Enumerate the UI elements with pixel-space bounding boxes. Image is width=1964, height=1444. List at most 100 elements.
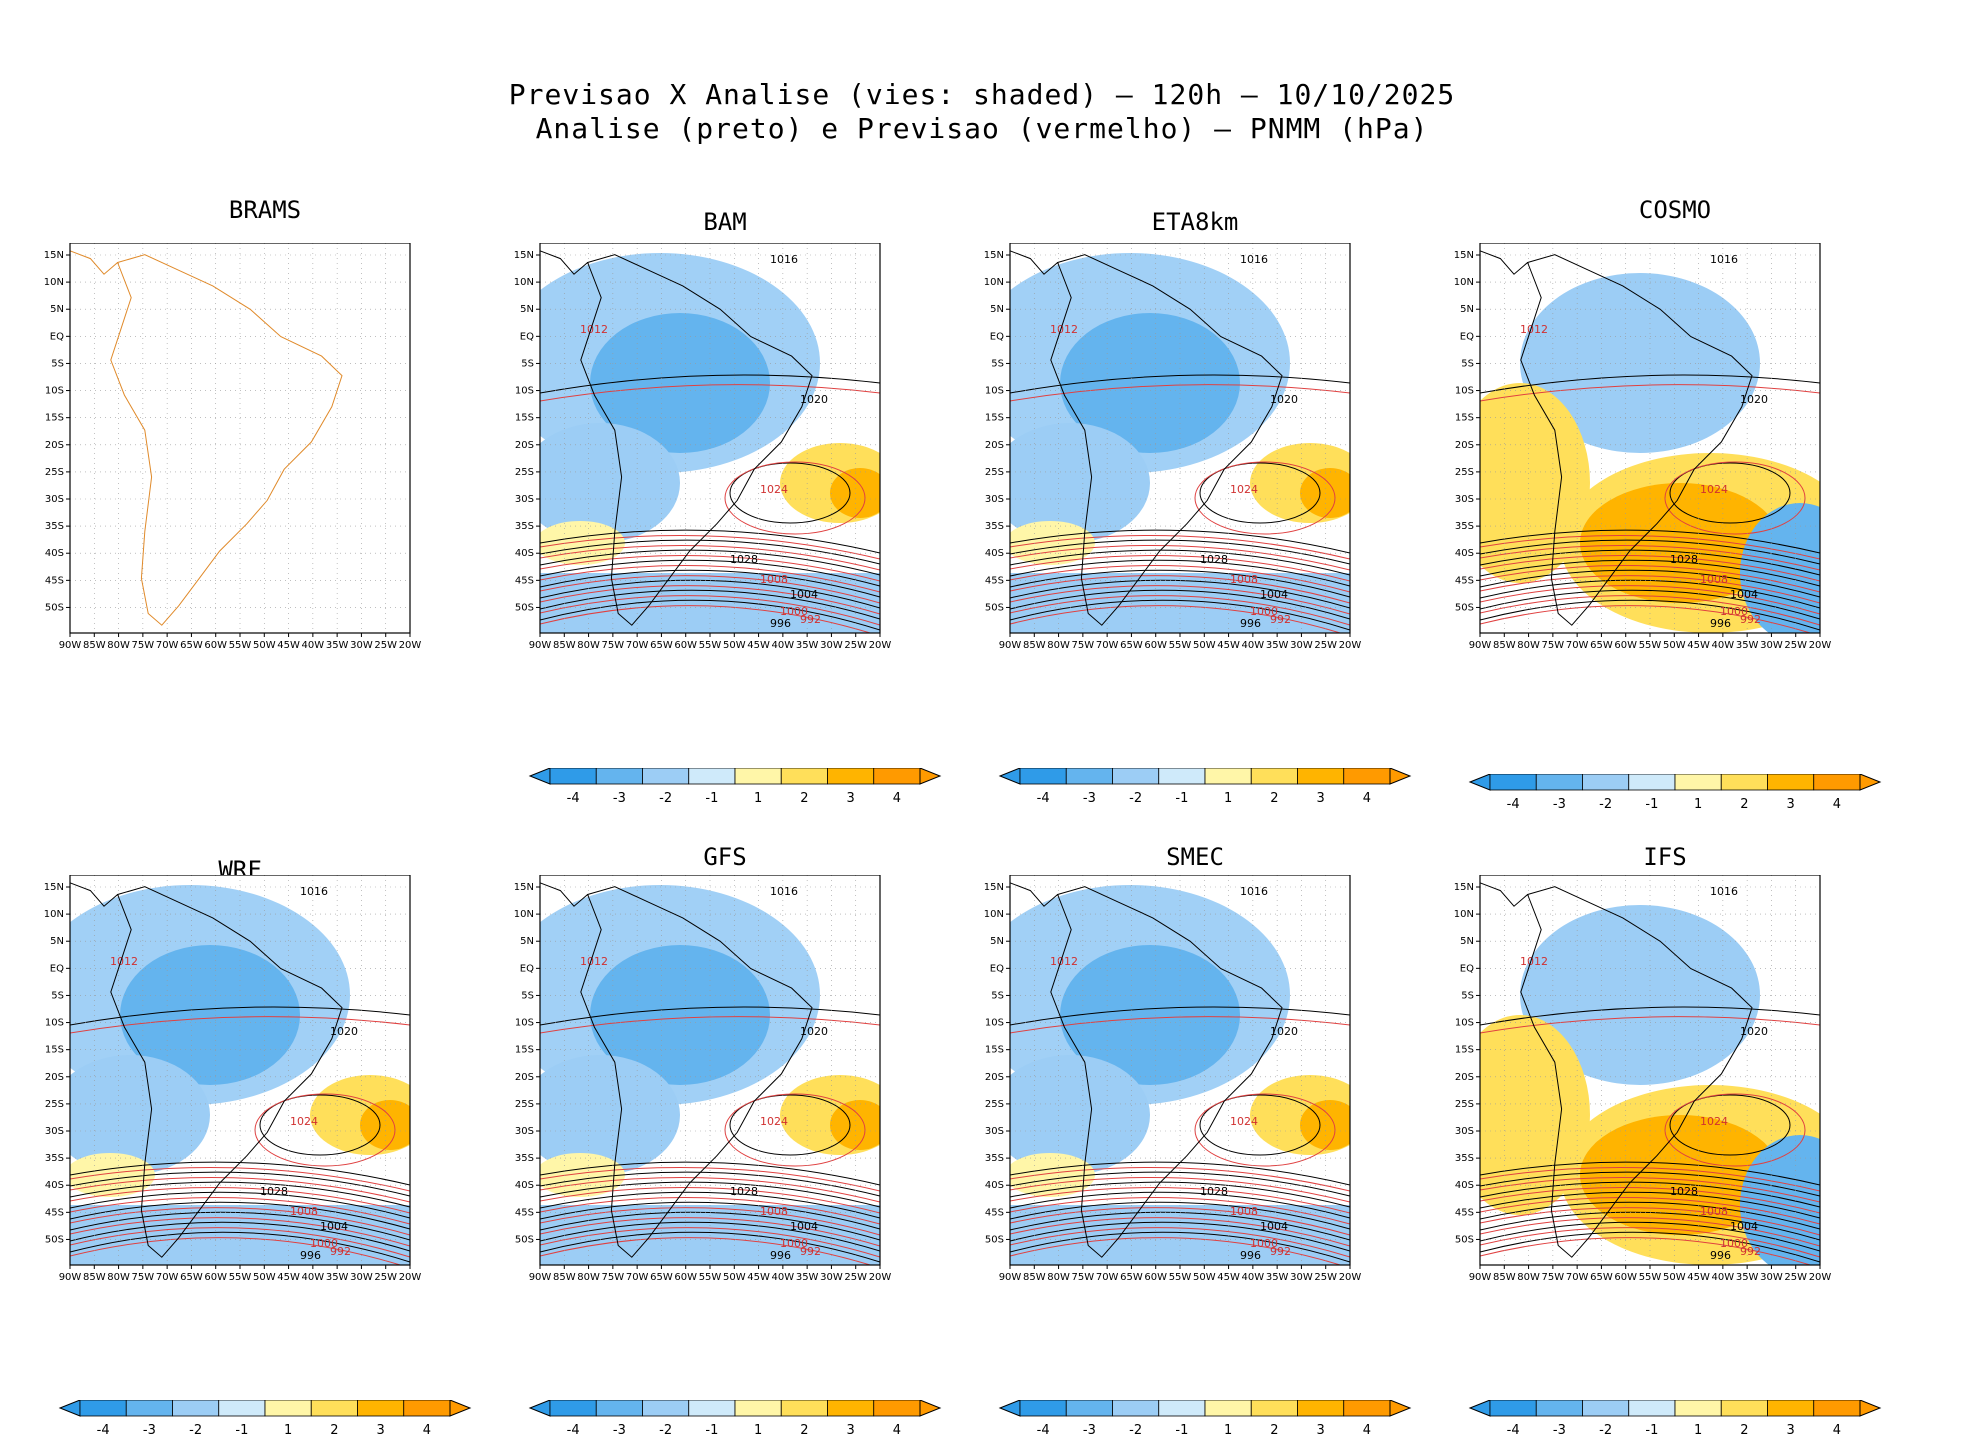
colorbar-segment — [780, 767, 828, 785]
forecast-isobar — [1194, 461, 1336, 535]
lat-tick-label: 15N — [44, 250, 64, 261]
forecast-isobar — [70, 1166, 410, 1192]
lat-tick-label: EQ — [990, 331, 1004, 342]
forecast-isobar — [540, 565, 880, 593]
lat-tick-label: 50S — [515, 1234, 534, 1245]
map-svg: 90W 85W 80W 75W 70W 65W 60W 55W 50W 45W 40W 35W 30W 2… — [44, 243, 421, 651]
lon-tick-label: 25W — [1314, 1272, 1337, 1283]
forecast-isobar — [1664, 1093, 1806, 1167]
lat-tick-label: 40S — [985, 1180, 1004, 1191]
analysis-isobar — [1010, 1201, 1350, 1230]
analysis-isobar — [70, 1171, 410, 1197]
lat-tick-label: 45S — [1455, 1207, 1474, 1218]
lat-tick-label: 30S — [1455, 494, 1474, 505]
colorbar-segment — [1582, 1399, 1630, 1417]
lon-tick-label: 90W — [529, 1272, 552, 1283]
colorbar-label: 2 — [1740, 797, 1748, 812]
colorbar-label: -3 — [1553, 797, 1566, 812]
colorbar-segment — [873, 767, 921, 785]
axis-ticks: 90W 85W 80W 75W 70W 65W 60W 55W 50W 45W 40W 35W 30W 2… — [984, 250, 1362, 651]
forecast-isobar — [540, 555, 880, 582]
colorbar-segment — [1767, 773, 1815, 791]
colorbar-segment — [827, 1399, 875, 1417]
analysis-isobar — [70, 1201, 410, 1230]
colorbar-label: 4 — [1363, 1423, 1371, 1438]
colorbar-segment — [549, 767, 597, 785]
coastline — [1520, 254, 1753, 626]
colorbar-segment — [1204, 767, 1252, 785]
lat-tick-label: 20S — [45, 1072, 64, 1083]
colorbar-label: -1 — [235, 1423, 248, 1438]
lat-tick-label: 50S — [45, 602, 64, 613]
lat-tick-label: 20S — [1455, 440, 1474, 451]
colorbar-svg: -4 -3 -2 -1 1 2 3 4 — [998, 1399, 1412, 1438]
bias-negative-area — [1060, 313, 1240, 453]
analysis-isobar — [1480, 1006, 1820, 1026]
contour-label: 1000 — [310, 1237, 338, 1250]
lon-tick-label: 85W — [1493, 1272, 1516, 1283]
coastline — [1009, 250, 1058, 275]
forecast-isobar — [1480, 1197, 1820, 1225]
lon-tick-label: 75W — [602, 640, 625, 651]
lat-tick-label: 30S — [515, 494, 534, 505]
colorbar-segment — [1535, 1399, 1583, 1417]
forecast-isobar — [540, 1207, 880, 1236]
lon-tick-label: 30W — [820, 640, 843, 651]
analysis-isobar — [1010, 589, 1350, 620]
colorbar-arrow-left — [528, 767, 551, 785]
bias-positive-area — [70, 1153, 155, 1197]
analysis-isobar — [540, 569, 880, 598]
colorbar-arrow-left — [58, 1399, 81, 1417]
colorbar-label: 2 — [800, 791, 808, 806]
figure-title: Previsao X Analise (vies: shaded) – 120h… — [508, 78, 1456, 111]
lon-tick-label: 65W — [1590, 1272, 1613, 1283]
lat-tick-label: 5S — [1461, 990, 1474, 1001]
forecast-isobar — [70, 1016, 410, 1034]
analysis-isobar — [1480, 539, 1820, 565]
lon-tick-label: 35W — [326, 640, 349, 651]
analysis-isobar — [1480, 1231, 1820, 1263]
contour-label: 1012 — [580, 955, 608, 968]
colorbar-segment — [780, 1399, 828, 1417]
lat-tick-label: 15N — [514, 250, 534, 261]
analysis-isobar — [70, 1221, 410, 1252]
contour-label: 1000 — [1250, 605, 1278, 618]
analysis-isobar — [1010, 1231, 1350, 1263]
lon-tick-label: 30W — [1760, 640, 1783, 651]
map-area: 1016 1012 1020 1024 1028 1008 1004 1000 996 992 90… — [510, 243, 940, 733]
lat-tick-label: 10N — [1454, 909, 1474, 920]
lat-tick-label: 15S — [515, 1045, 534, 1056]
colorbar-label: -4 — [1507, 797, 1520, 812]
contour-label: 1004 — [1260, 1220, 1288, 1233]
colorbar-label: -3 — [143, 1423, 156, 1438]
forecast-isobar — [1664, 461, 1806, 535]
contour-label: 1020 — [800, 1025, 828, 1038]
lat-tick-label: 25S — [515, 467, 534, 478]
colorbar-label: -2 — [1599, 797, 1612, 812]
lon-tick-label: 65W — [1590, 640, 1613, 651]
lon-tick-label: 70W — [156, 1272, 179, 1283]
lat-tick-label: 15S — [1455, 1045, 1474, 1056]
contour-label: 1004 — [790, 588, 818, 601]
lon-tick-label: 30W — [820, 1272, 843, 1283]
colorbar-segment — [1720, 773, 1768, 791]
colorbar-segment — [595, 767, 643, 785]
lon-tick-label: 45W — [747, 1272, 770, 1283]
lon-tick-label: 60W — [1614, 640, 1637, 651]
lat-tick-label: 5N — [990, 936, 1004, 947]
lon-tick-label: 90W — [59, 640, 82, 651]
coastline — [69, 882, 118, 907]
bias-positive-area — [830, 1100, 880, 1150]
colorbar-segment — [873, 1399, 921, 1417]
contour-label: 1012 — [1050, 323, 1078, 336]
coastline — [580, 254, 813, 626]
bias-negative-area — [70, 1055, 210, 1175]
lon-tick-label: 40W — [772, 1272, 795, 1283]
colorbar-label: 4 — [893, 1423, 901, 1438]
colorbar-label: -3 — [1553, 1423, 1566, 1438]
lat-tick-label: 5N — [520, 936, 534, 947]
grid — [1480, 875, 1820, 1265]
lon-tick-label: 55W — [1639, 1272, 1662, 1283]
lat-tick-label: 10N — [514, 277, 534, 288]
lat-tick-label: 5N — [520, 304, 534, 315]
